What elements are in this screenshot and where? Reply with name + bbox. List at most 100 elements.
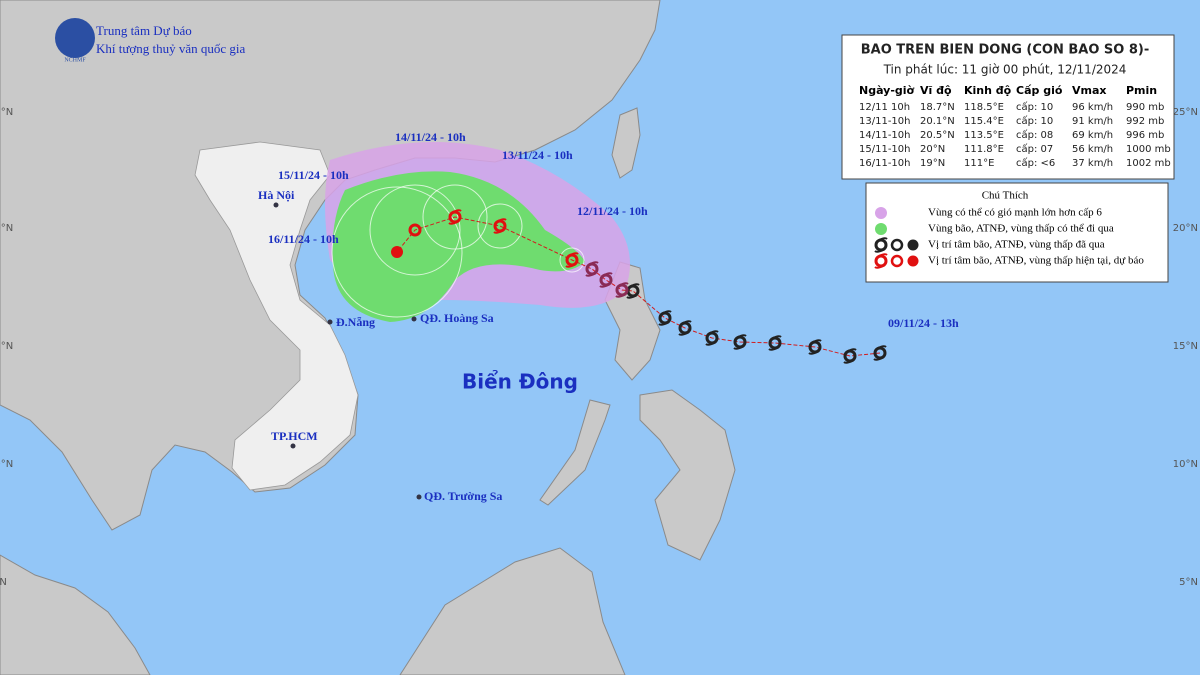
table-cell: 19°N [920, 158, 945, 169]
table-cell: 118.5°E [964, 102, 1004, 113]
vietnam [194, 141, 359, 491]
time-label: 09/11/24 - 13h [888, 316, 959, 330]
storm-arm [873, 345, 887, 361]
table-cell: 115.4°E [964, 116, 1004, 127]
lat-label: 5°N [0, 577, 7, 588]
org-name: Trung tâm Dự báo [96, 23, 192, 38]
table-cell: 16/11-10h [859, 158, 911, 169]
bulletin-table: Ngày-giờ Vĩ độ Kinh độ Cấp gió Vmax Pmin 12/11… [859, 84, 1171, 169]
place-label: Đ.Nẵng [336, 315, 375, 329]
legend-swatch [875, 223, 887, 235]
table-cell: 1002 mb [1126, 158, 1171, 169]
legend-box [865, 182, 1169, 283]
legend-item: Vị trí tâm bão, ATNĐ, vùng thấp đã qua [928, 239, 1105, 251]
storm-arm [768, 335, 782, 351]
storm-cone [332, 171, 585, 322]
table-cell: 20°N [920, 144, 945, 155]
forecast-positions [391, 209, 579, 268]
table-cell: 113.5°E [964, 130, 1004, 141]
storm-arm [585, 261, 599, 277]
logo-text: NCHMF [64, 57, 86, 63]
column-header: Pmin [1126, 84, 1157, 97]
legend-title: Chú Thích [982, 190, 1029, 202]
storm-arm [808, 339, 822, 355]
legend-symbol [907, 239, 919, 251]
storm-arm [843, 348, 857, 364]
legend-item: Vùng bão, ATNĐ, vùng thấp có thể đi qua [928, 223, 1114, 235]
legend-item: Vùng có thể có gió mạnh lớn hơn cấp 6 [928, 207, 1102, 219]
time-label: 16/11/24 - 10h [268, 232, 339, 246]
place-label: QĐ. Trường Sa [424, 489, 502, 503]
table-cell: 12/11 10h [859, 102, 910, 113]
storm-arm [565, 252, 579, 268]
uncertainty-circles [331, 184, 585, 318]
place-label: QĐ. Hoàng Sa [420, 311, 494, 325]
lat-label: 25°N [0, 107, 13, 118]
table-cell: 992 mb [1126, 116, 1164, 127]
storm-arm [658, 310, 672, 326]
table-cell: cấp: 07 [1016, 143, 1053, 155]
time-label: 15/11/24 - 10h [278, 168, 349, 182]
storm-arm [615, 282, 629, 298]
storm-arm [599, 272, 613, 288]
legend-symbol [890, 238, 904, 252]
sea-label: Biển Đông [462, 370, 578, 394]
legend-symbol [890, 254, 904, 268]
org-name: Khí tượng thuỷ văn quốc gia [96, 41, 246, 56]
lat-label: 20°N [0, 223, 13, 234]
bulletin-issued: Tin phát lúc: 11 giờ 00 phút, 12/11/2024 [883, 63, 1127, 77]
table-cell: 1000 mb [1126, 144, 1171, 155]
table-cell: 990 mb [1126, 102, 1164, 113]
table-cell: 56 km/h [1072, 144, 1113, 155]
legend-symbol [907, 255, 919, 267]
land [0, 0, 736, 676]
storm-arm [678, 320, 692, 336]
place-dots [273, 202, 422, 500]
storm-arm [626, 283, 640, 299]
storm-arm [733, 334, 747, 350]
lat-label: 20°N [1173, 223, 1198, 234]
table-cell: cấp: 10 [1016, 115, 1053, 127]
table-cell: 20.5°N [920, 130, 955, 141]
lat-label: 15°N [1173, 341, 1198, 352]
table-cell: 37 km/h [1072, 158, 1113, 169]
column-header: Vĩ độ [920, 84, 952, 97]
storm-arm [493, 218, 507, 234]
low-symbol [391, 246, 403, 258]
table-cell: cấp: <6 [1016, 157, 1055, 169]
place-label: TP.HCM [271, 429, 318, 443]
table-cell: 69 km/h [1072, 130, 1113, 141]
table-cell: cấp: 10 [1016, 101, 1053, 113]
legend-item: Vị trí tâm bão, ATNĐ, vùng thấp hiện tại… [928, 255, 1144, 267]
table-cell: 15/11-10h [859, 144, 911, 155]
storm-arm [874, 253, 888, 269]
column-header: Vmax [1072, 84, 1107, 97]
column-header: Ngày-giờ [859, 84, 915, 97]
bulletin-title: BAO TREN BIEN DONG (CON BAO SO 8)- [861, 43, 1149, 58]
table-cell: 18.7°N [920, 102, 955, 113]
legend-swatch [875, 207, 887, 219]
lat-label: 5°N [1179, 577, 1198, 588]
table-cell: 13/11-10h [859, 116, 911, 127]
track-line [396, 216, 881, 357]
storm-arm [705, 330, 719, 346]
past-positions [585, 261, 887, 364]
table-cell: 20.1°N [920, 116, 955, 127]
time-label: 13/11/24 - 10h [502, 148, 573, 162]
lat-label: 15°N [0, 341, 13, 352]
legend-symbols [874, 237, 919, 269]
place-label: Hà Nội [258, 188, 295, 202]
table-cell: 96 km/h [1072, 102, 1113, 113]
table-cell: 996 mb [1126, 130, 1164, 141]
lat-label: 10°N [0, 459, 13, 470]
time-label: 14/11/24 - 10h [395, 130, 466, 144]
bulletin-box [841, 34, 1175, 180]
column-header: Cấp gió [1016, 84, 1063, 97]
table-cell: 91 km/h [1072, 116, 1113, 127]
time-label: 12/11/24 - 10h [577, 204, 648, 218]
table-cell: 111°E [964, 158, 994, 169]
storm-arm [874, 237, 888, 253]
table-cell: cấp: 08 [1016, 129, 1053, 141]
column-header: Kinh độ [964, 84, 1012, 97]
